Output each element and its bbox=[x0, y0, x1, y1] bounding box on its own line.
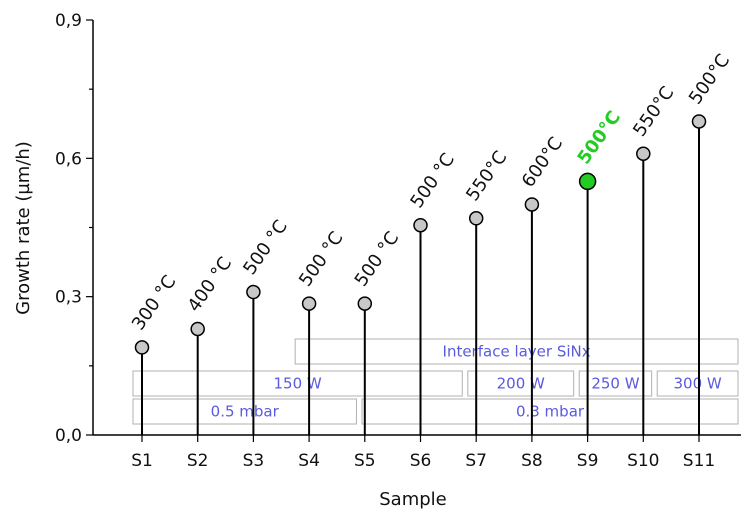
data-point bbox=[691, 114, 707, 129]
data-point bbox=[246, 284, 261, 300]
data-point bbox=[636, 146, 651, 161]
temperature-label: 500 °C bbox=[406, 150, 459, 213]
band-label: 150 W bbox=[274, 375, 322, 393]
temperature-label: 500 °C bbox=[351, 228, 404, 291]
x-tick-label: S6 bbox=[410, 451, 432, 471]
x-tick-label: S9 bbox=[577, 451, 599, 471]
band-box bbox=[656, 370, 739, 397]
band-label: 0.3 mbar bbox=[516, 403, 585, 421]
x-axis-title: Sample bbox=[379, 489, 447, 510]
temperature-label: 500°C bbox=[573, 107, 625, 168]
data-point bbox=[301, 296, 317, 311]
data-point bbox=[190, 321, 205, 337]
band-box bbox=[578, 370, 653, 397]
x-tick-label: S2 bbox=[187, 451, 209, 471]
band-label: Interface layer SiNx bbox=[443, 343, 591, 361]
x-ticks: S1 S2 S3 S4 S5 S6 S7 S8 S9 S10 S11 bbox=[131, 435, 715, 471]
x-tick-label: S8 bbox=[521, 451, 543, 471]
y-tick-label: 0,3 bbox=[55, 288, 82, 308]
data-point bbox=[357, 296, 373, 311]
data-point bbox=[134, 340, 150, 355]
y-tick-label: 0,0 bbox=[55, 426, 82, 446]
temperature-label: 550°C bbox=[629, 83, 678, 141]
x-tick-label: S5 bbox=[354, 451, 376, 471]
x-tick-label: S1 bbox=[131, 451, 153, 471]
y-tick-label: 0,9 bbox=[55, 11, 82, 31]
data-point bbox=[413, 217, 428, 233]
temperature-label: 300 °C bbox=[128, 272, 181, 335]
band-box bbox=[467, 370, 575, 397]
condition-bands: Interface layer SiNx 150 W 200 W 250 W 300 W… bbox=[132, 338, 739, 425]
x-tick-label: S4 bbox=[298, 451, 320, 471]
y-ticks: 0,0 0,3 0,6 0,9 bbox=[55, 11, 93, 446]
temperature-label: 550°C bbox=[462, 147, 511, 205]
x-tick-label: S10 bbox=[627, 451, 659, 471]
temperature-label: 600°C bbox=[518, 133, 567, 191]
band-box bbox=[132, 370, 463, 397]
y-axis-title: Growth rate (µm/h) bbox=[13, 141, 34, 315]
band-label: 300 W bbox=[673, 375, 721, 393]
temperature-label: 400 °C bbox=[184, 253, 237, 316]
x-tick-label: S11 bbox=[683, 451, 715, 471]
data-stems bbox=[134, 114, 707, 435]
temperature-label: 500 °C bbox=[239, 216, 292, 279]
band-label: 0.5 mbar bbox=[211, 403, 280, 421]
band-box bbox=[132, 398, 357, 425]
x-tick-label: S7 bbox=[465, 451, 487, 471]
temperature-label: 500°C bbox=[685, 50, 734, 108]
band-label: 250 W bbox=[591, 375, 639, 393]
data-point-highlight bbox=[578, 172, 597, 191]
band-label: 200 W bbox=[497, 375, 545, 393]
data-point bbox=[468, 211, 484, 226]
band-box bbox=[294, 338, 739, 365]
data-point bbox=[524, 197, 540, 212]
temperature-label: 500 °C bbox=[295, 228, 348, 291]
band-box bbox=[361, 398, 739, 425]
x-tick-label: S3 bbox=[243, 451, 265, 471]
y-tick-label: 0,6 bbox=[55, 149, 82, 169]
